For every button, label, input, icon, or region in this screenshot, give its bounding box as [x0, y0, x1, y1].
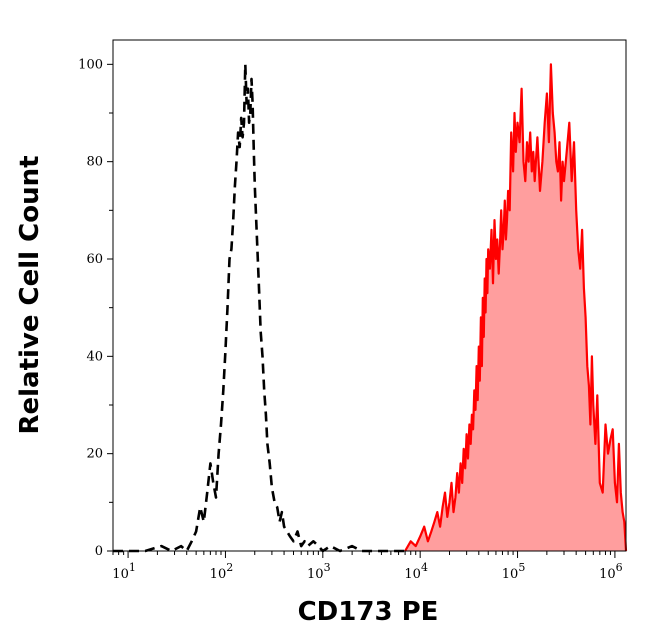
y-axis-title: Relative Cell Count — [15, 155, 45, 434]
y-tick-label: 80 — [86, 155, 103, 170]
series-fills — [405, 64, 626, 552]
x-tick-label: 103 — [307, 561, 331, 582]
series-0-line — [113, 63, 406, 553]
y-tick-label: 0 — [95, 544, 103, 559]
x-tick-label: 102 — [210, 561, 234, 582]
x-tick-label: 105 — [502, 561, 526, 582]
series-1-line — [404, 63, 628, 552]
x-tick-label: 104 — [404, 561, 428, 582]
series-lines — [113, 63, 628, 553]
x-axis-title: CD173 PE — [298, 597, 439, 627]
y-axis: 0 20 40 60 80 100 — [78, 57, 113, 559]
y-tick-label: 60 — [86, 252, 103, 267]
series-1-area — [405, 64, 626, 552]
y-tick-label: 40 — [86, 349, 103, 364]
y-tick-label: 100 — [78, 57, 103, 72]
x-tick-label: 101 — [112, 561, 136, 582]
x-axis: 101 102 103 104 105 106 — [112, 551, 623, 582]
x-tick-label: 106 — [599, 561, 623, 582]
y-tick-label: 20 — [86, 447, 103, 462]
